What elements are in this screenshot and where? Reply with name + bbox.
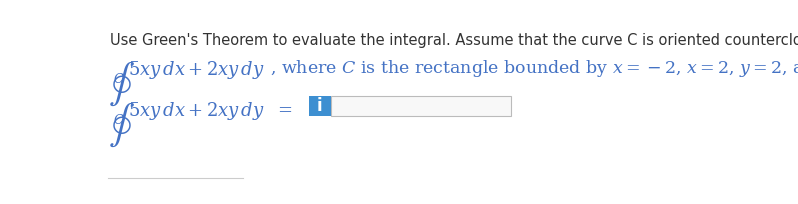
Text: $5xy\,dx + 2xy\,dy$: $5xy\,dx + 2xy\,dy$ <box>128 59 264 81</box>
Text: $5xy\,dx + 2xy\,dy$  $=$: $5xy\,dx + 2xy\,dy$ $=$ <box>128 100 292 122</box>
Text: $\oint$: $\oint$ <box>108 60 134 108</box>
Text: $\oint$: $\oint$ <box>108 101 134 149</box>
Bar <box>330 96 511 116</box>
Text: Use Green's Theorem to evaluate the integral. Assume that the curve C is oriente: Use Green's Theorem to evaluate the inte… <box>110 33 798 48</box>
Text: $C$: $C$ <box>113 113 124 127</box>
Text: $C$: $C$ <box>113 72 124 86</box>
Bar <box>309 96 330 116</box>
Text: i: i <box>317 97 322 115</box>
Text: , where $C$ is the rectangle bounded by $x = -2$, $x = 2$, $y = 2$, and $y = 6$.: , where $C$ is the rectangle bounded by … <box>271 58 798 79</box>
